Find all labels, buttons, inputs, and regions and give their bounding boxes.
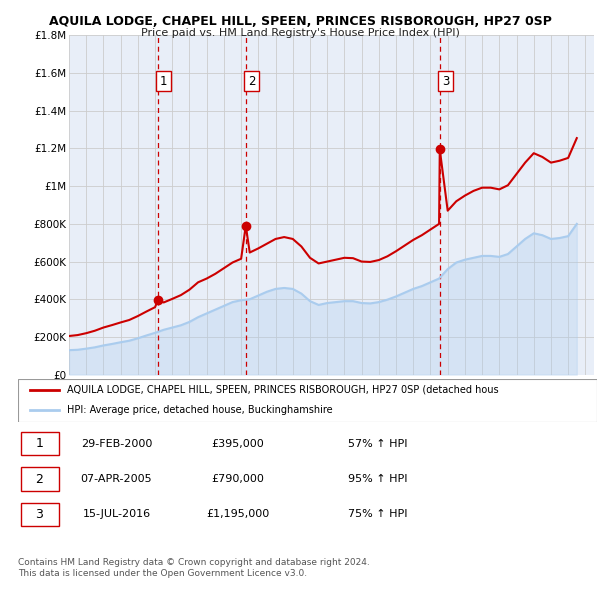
Text: 3: 3 [35, 508, 43, 521]
Text: 95% ↑ HPI: 95% ↑ HPI [348, 474, 407, 484]
Text: 2: 2 [35, 473, 43, 486]
Text: HPI: Average price, detached house, Buckinghamshire: HPI: Average price, detached house, Buck… [67, 405, 333, 415]
Text: AQUILA LODGE, CHAPEL HILL, SPEEN, PRINCES RISBOROUGH, HP27 0SP: AQUILA LODGE, CHAPEL HILL, SPEEN, PRINCE… [49, 15, 551, 28]
Text: Price paid vs. HM Land Registry's House Price Index (HPI): Price paid vs. HM Land Registry's House … [140, 28, 460, 38]
Text: 3: 3 [442, 75, 449, 88]
FancyBboxPatch shape [21, 432, 59, 455]
FancyBboxPatch shape [18, 379, 597, 422]
Text: £1,195,000: £1,195,000 [206, 510, 269, 519]
FancyBboxPatch shape [21, 467, 59, 491]
Text: 15-JUL-2016: 15-JUL-2016 [82, 510, 151, 519]
Text: 2: 2 [248, 75, 256, 88]
Text: 57% ↑ HPI: 57% ↑ HPI [348, 439, 407, 448]
Text: 75% ↑ HPI: 75% ↑ HPI [348, 510, 407, 519]
Text: 29-FEB-2000: 29-FEB-2000 [81, 439, 152, 448]
Text: 1: 1 [160, 75, 167, 88]
Text: Contains HM Land Registry data © Crown copyright and database right 2024.
This d: Contains HM Land Registry data © Crown c… [18, 558, 370, 578]
FancyBboxPatch shape [21, 503, 59, 526]
Text: £790,000: £790,000 [212, 474, 265, 484]
Text: AQUILA LODGE, CHAPEL HILL, SPEEN, PRINCES RISBOROUGH, HP27 0SP (detached hous: AQUILA LODGE, CHAPEL HILL, SPEEN, PRINCE… [67, 385, 499, 395]
Text: 1: 1 [35, 437, 43, 450]
Text: 07-APR-2005: 07-APR-2005 [80, 474, 152, 484]
Text: £395,000: £395,000 [212, 439, 265, 448]
